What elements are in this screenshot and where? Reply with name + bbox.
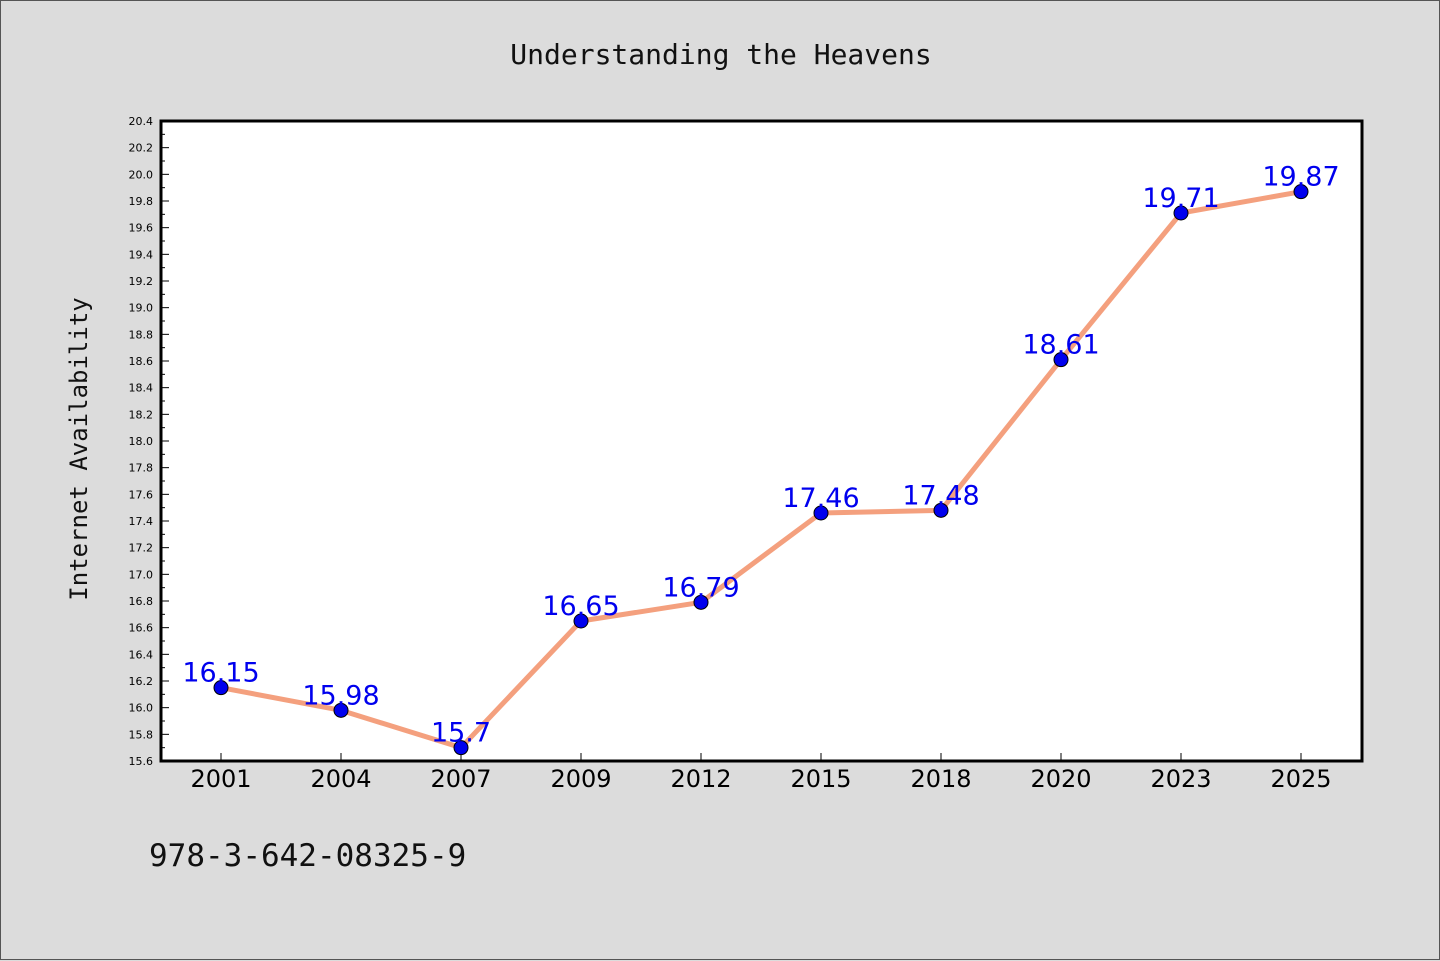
data-label: 15.7 bbox=[431, 718, 491, 749]
y-tick-label: 16.6 bbox=[129, 622, 154, 635]
data-point bbox=[1173, 205, 1189, 221]
series-line bbox=[220, 189, 1302, 751]
data-label: 16.79 bbox=[662, 572, 739, 603]
data-label: 19.87 bbox=[1262, 162, 1339, 193]
y-tick-label: 20.2 bbox=[129, 142, 154, 155]
data-point bbox=[573, 613, 589, 629]
y-tick-label: 18.6 bbox=[129, 355, 154, 368]
chart-title: Understanding the Heavens bbox=[510, 38, 931, 71]
x-tick-label: 2018 bbox=[910, 765, 971, 793]
y-tick-label: 18.4 bbox=[129, 382, 154, 395]
data-label: 16.15 bbox=[182, 658, 259, 689]
data-point bbox=[213, 680, 229, 696]
data-labels: 16.15 15.98 15.7 16.65 16.79 17.46 17.48 18.61 1… bbox=[182, 162, 1339, 749]
y-tick-label: 15.6 bbox=[129, 755, 154, 768]
data-point bbox=[933, 502, 949, 518]
isbn-text: 978-3-642-08325-9 bbox=[149, 838, 466, 874]
x-tick-label: 2023 bbox=[1150, 765, 1211, 793]
x-tick-label: 2012 bbox=[670, 765, 731, 793]
data-label: 19.71 bbox=[1142, 183, 1219, 214]
y-axis: 15.6 15.8 16.0 16.2 16.4 16.6 16.8 17.0 17.2 17.4… bbox=[129, 115, 169, 768]
x-tick-label: 2025 bbox=[1270, 765, 1331, 793]
y-tick-label: 17.4 bbox=[129, 515, 154, 528]
data-label: 18.61 bbox=[1022, 330, 1099, 361]
data-label: 16.65 bbox=[542, 591, 619, 622]
data-points bbox=[213, 184, 1309, 756]
plot-area bbox=[159, 119, 1364, 763]
y-tick-label: 17.8 bbox=[129, 462, 154, 475]
data-point bbox=[453, 740, 469, 756]
y-tick-label: 17.6 bbox=[129, 488, 154, 501]
y-tick-label: 18.0 bbox=[129, 435, 154, 448]
y-tick-label: 17.0 bbox=[129, 568, 154, 581]
y-tick-label: 19.8 bbox=[129, 195, 154, 208]
data-point bbox=[1053, 352, 1069, 368]
data-point bbox=[693, 594, 709, 610]
series-line-group bbox=[220, 189, 1302, 751]
y-tick-label: 16.4 bbox=[129, 648, 154, 661]
y-tick-label: 15.8 bbox=[129, 728, 154, 741]
data-point bbox=[813, 505, 829, 521]
x-axis: 2001 2004 2007 2009 2012 2015 2018 2020 2023 2025 bbox=[190, 753, 1332, 793]
data-point bbox=[1293, 184, 1309, 200]
y-axis-label: Internet Availability bbox=[65, 297, 93, 600]
y-tick-label: 17.2 bbox=[129, 542, 154, 555]
x-tick-label: 2001 bbox=[190, 765, 251, 793]
y-tick-label: 16.0 bbox=[129, 702, 154, 715]
x-tick-label: 2015 bbox=[790, 765, 851, 793]
y-tick-label: 18.8 bbox=[129, 328, 154, 341]
y-tick-label: 20.4 bbox=[129, 115, 154, 128]
x-tick-label: 2004 bbox=[310, 765, 371, 793]
y-tick-label: 16.2 bbox=[129, 675, 154, 688]
data-label: 17.48 bbox=[902, 480, 979, 511]
y-tick-label: 19.0 bbox=[129, 302, 154, 315]
data-point bbox=[333, 702, 349, 718]
y-tick-label: 16.8 bbox=[129, 595, 154, 608]
y-tick-label: 18.2 bbox=[129, 408, 154, 421]
data-label: 15.98 bbox=[302, 680, 379, 711]
x-tick-label: 2009 bbox=[550, 765, 611, 793]
y-tick-label: 20.0 bbox=[129, 168, 154, 181]
y-tick-label: 19.2 bbox=[129, 275, 154, 288]
y-tick-label: 19.6 bbox=[129, 222, 154, 235]
y-tick-label: 19.4 bbox=[129, 248, 154, 261]
x-tick-label: 2007 bbox=[430, 765, 491, 793]
data-label: 17.46 bbox=[782, 483, 859, 514]
x-tick-label: 2020 bbox=[1030, 765, 1091, 793]
